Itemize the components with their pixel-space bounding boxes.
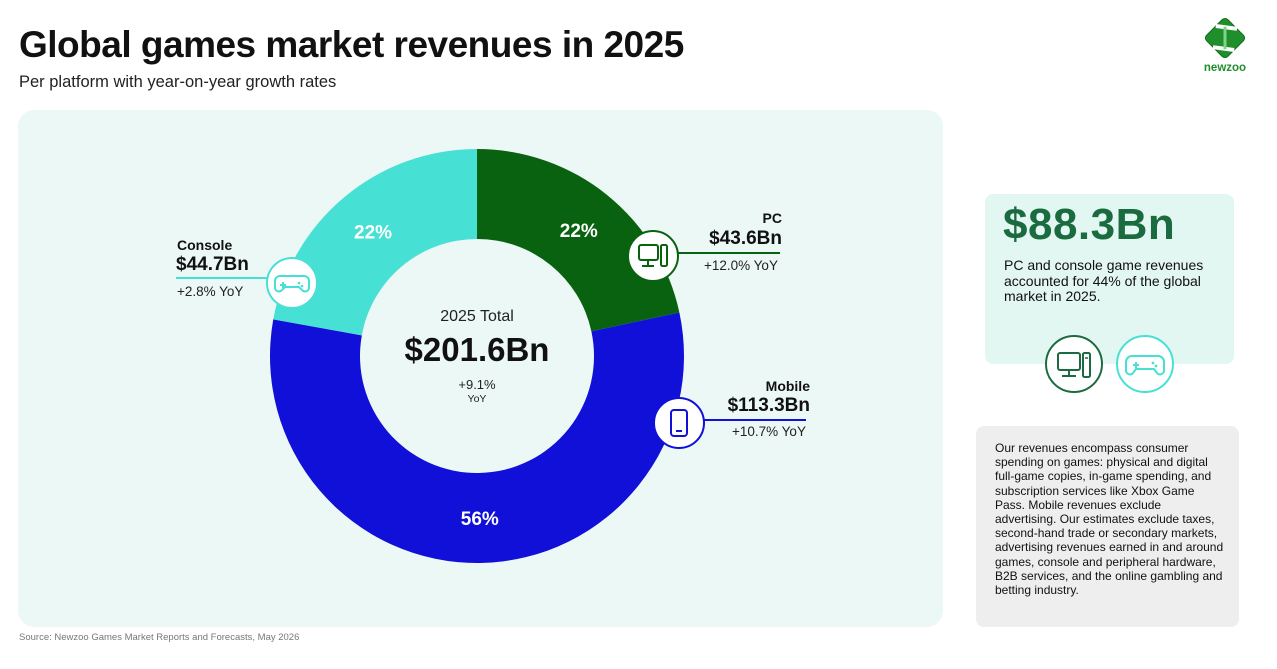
donut-slice-console bbox=[273, 148, 477, 336]
center-total-yoy-unit: YoY bbox=[467, 393, 487, 405]
center-total-yoy: +9.1% bbox=[458, 377, 496, 392]
stat-value: $88.3Bn bbox=[1003, 200, 1176, 249]
mobile-callout-icon bbox=[653, 397, 705, 449]
pc-callout-icon bbox=[627, 230, 679, 282]
stat-description: PC and console game revenues accounted f… bbox=[1004, 257, 1204, 304]
methodology-note-card bbox=[976, 426, 1239, 627]
stat-card bbox=[985, 194, 1234, 364]
newzoo-logo-icon bbox=[1204, 17, 1246, 59]
chart-title: Global games market revenues in 2025 bbox=[19, 24, 684, 65]
pc-label: PC bbox=[762, 210, 782, 226]
logo-wordmark: newzoo bbox=[1203, 62, 1247, 74]
donut-slice-mobile bbox=[269, 312, 684, 563]
center-total-label: 2025 Total bbox=[440, 308, 514, 325]
console-callout-icon bbox=[266, 257, 318, 309]
gamepad-icon bbox=[1116, 335, 1174, 393]
pc-icon bbox=[1045, 335, 1103, 393]
console-label: Console bbox=[177, 237, 233, 253]
mobile-value: $113.3Bn bbox=[727, 395, 810, 416]
slice-percent-label-mobile: 56% bbox=[461, 509, 499, 530]
pc-value: $43.6Bn bbox=[709, 228, 782, 249]
chart-subtitle: Per platform with year-on-year growth ra… bbox=[19, 73, 337, 91]
center-total-value: $201.6Bn bbox=[404, 331, 550, 368]
console-value: $44.7Bn bbox=[176, 254, 249, 275]
slice-percent-label-pc: 22% bbox=[560, 221, 598, 242]
methodology-note-text: Our revenues encompass consumer spending… bbox=[995, 441, 1224, 598]
source-note: Source: Newzoo Games Market Reports and … bbox=[19, 632, 300, 643]
mobile-yoy: +10.7% YoY bbox=[732, 424, 806, 439]
donut-slice-pc bbox=[477, 149, 680, 332]
pc-yoy: +12.0% YoY bbox=[704, 258, 778, 273]
slice-percent-label-console: 22% bbox=[354, 223, 392, 244]
console-yoy: +2.8% YoY bbox=[177, 284, 244, 299]
mobile-label: Mobile bbox=[765, 378, 810, 394]
